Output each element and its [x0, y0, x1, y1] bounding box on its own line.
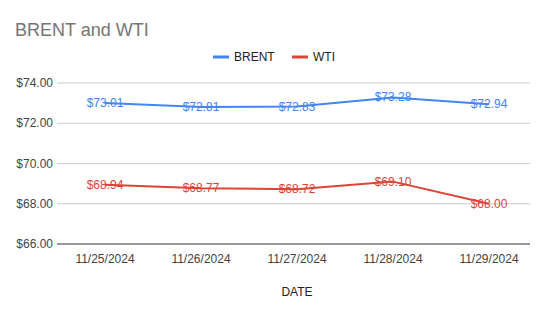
legend: BRENT WTI — [213, 50, 335, 64]
grid-line — [57, 163, 530, 164]
grid-line — [57, 203, 530, 204]
y-tick-label: $66.00 — [16, 237, 53, 251]
x-axis-label: DATE — [281, 285, 312, 299]
data-label: $68.94 — [87, 178, 124, 192]
data-label: $68.72 — [279, 182, 316, 196]
grid-line — [57, 244, 530, 245]
legend-swatch — [292, 56, 308, 59]
data-label: $68.77 — [183, 181, 220, 195]
grid-line — [57, 83, 530, 84]
y-tick-label: $74.00 — [16, 76, 53, 90]
grid-line — [57, 123, 530, 124]
data-label: $68.00 — [471, 197, 508, 211]
legend-label: BRENT — [234, 50, 275, 64]
data-label: $73.01 — [87, 96, 124, 110]
data-label: $69.10 — [375, 175, 412, 189]
y-tick-label: $72.00 — [16, 116, 53, 130]
x-tick-label: 11/28/2024 — [363, 252, 422, 266]
x-tick-label: 11/25/2024 — [75, 252, 134, 266]
y-tick-label: $68.00 — [16, 197, 53, 211]
title: BRENT and WTI — [15, 20, 149, 40]
legend-label: WTI — [313, 50, 335, 64]
x-tick-label: 11/26/2024 — [171, 252, 230, 266]
data-label: $72.94 — [471, 97, 508, 111]
data-label: $72.83 — [279, 100, 316, 114]
y-tick-label: $70.00 — [16, 157, 53, 171]
x-tick-label: 11/27/2024 — [267, 252, 326, 266]
data-label: $72.81 — [183, 100, 220, 114]
legend-swatch — [213, 56, 229, 59]
series-line — [105, 182, 489, 204]
plot-area — [105, 97, 489, 203]
x-tick-label: 11/29/2024 — [459, 252, 518, 266]
data-label: $73.28 — [375, 90, 412, 104]
chart: BRENT and WTI BRENT WTI $66.00 $68.00 $70.00 $… — [0, 0, 542, 314]
